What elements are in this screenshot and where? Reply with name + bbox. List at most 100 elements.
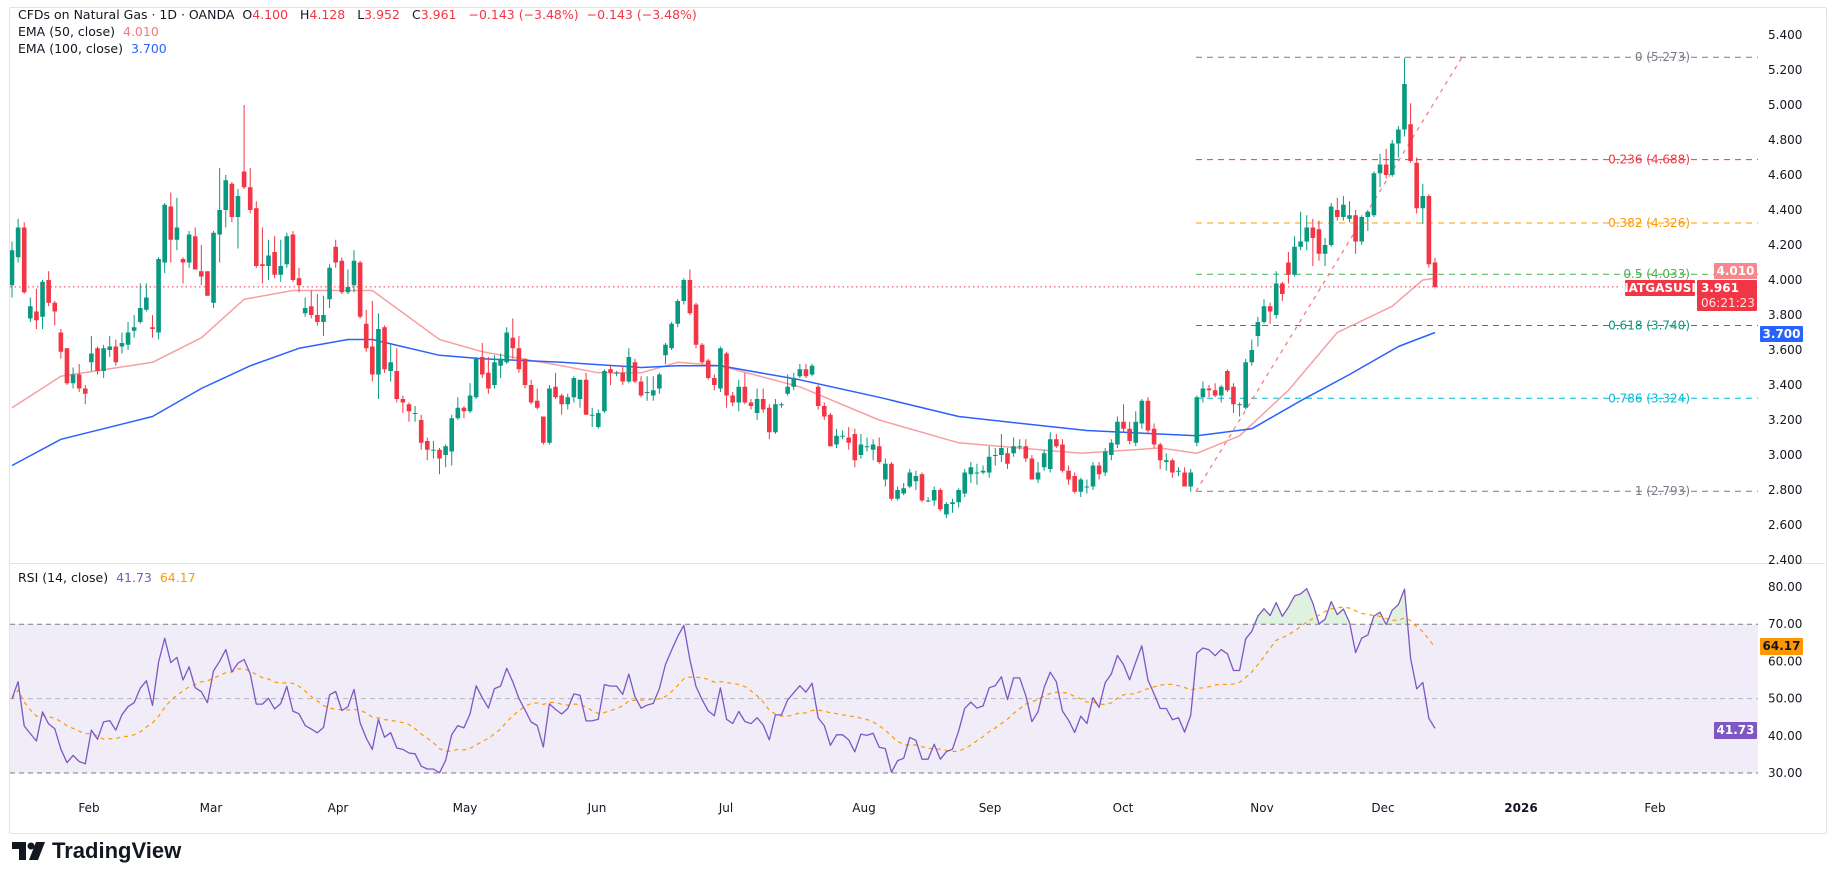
candle xyxy=(504,327,509,364)
candle-body xyxy=(418,420,424,443)
candle-body xyxy=(1127,428,1132,441)
candle-body xyxy=(156,259,161,333)
candle xyxy=(736,379,742,412)
candle-body xyxy=(125,332,131,345)
ema100-legend[interactable]: EMA (100, close) 3.700 xyxy=(18,41,171,56)
ema50-label: EMA (50, close) xyxy=(18,24,116,39)
candle-body xyxy=(199,271,204,277)
candle-body xyxy=(101,348,106,371)
candle-body xyxy=(644,392,650,393)
candle-body xyxy=(284,236,290,265)
candle-body xyxy=(1115,421,1120,445)
candle-body xyxy=(986,456,992,473)
rsi-axis-tick: 50.00 xyxy=(1768,692,1802,706)
candle-body xyxy=(1353,215,1358,242)
tradingview-logo[interactable]: TradingView xyxy=(12,838,181,864)
ema-100-line xyxy=(11,331,1436,467)
candle xyxy=(657,372,662,394)
candle-body xyxy=(785,386,790,394)
candle-body xyxy=(339,260,345,293)
fib-level-label: 0.236 (4.688) xyxy=(1608,153,1690,167)
candle-body xyxy=(1011,446,1016,454)
close-value: 3.961 xyxy=(420,7,457,22)
rsi-legend[interactable]: RSI (14, close) 41.73 64.17 xyxy=(18,570,200,585)
candle-body xyxy=(260,264,265,266)
candle-body xyxy=(82,388,88,394)
candle-body xyxy=(46,280,51,303)
candle xyxy=(290,231,296,282)
candle-body xyxy=(1090,465,1096,487)
candle-body xyxy=(1212,390,1218,396)
candle xyxy=(1060,439,1065,473)
candle xyxy=(1267,302,1273,324)
candle-body xyxy=(1060,444,1065,471)
symbol-title[interactable]: CFDs on Natural Gas · 1D · OANDA xyxy=(18,7,235,22)
candle xyxy=(1365,210,1371,231)
candle-body xyxy=(510,337,516,349)
candle xyxy=(620,365,626,385)
candle xyxy=(1432,257,1438,289)
price-axis-tick: 4.400 xyxy=(1768,203,1802,217)
candle-body xyxy=(1347,215,1352,219)
candle xyxy=(1347,201,1352,223)
candle-body xyxy=(1359,217,1365,242)
candle-body xyxy=(1273,283,1279,315)
candle xyxy=(883,458,888,487)
symbol-price-tag-text: NATGASUSD xyxy=(1619,281,1702,295)
candle xyxy=(760,388,766,413)
candle xyxy=(1084,479,1090,494)
candle xyxy=(986,446,992,478)
candle xyxy=(534,388,540,410)
candle-body xyxy=(333,246,338,263)
candle xyxy=(406,402,412,422)
candle xyxy=(1359,215,1365,245)
candle xyxy=(1243,358,1248,410)
candle-body xyxy=(742,386,748,403)
candle xyxy=(528,379,534,405)
candle xyxy=(583,372,589,415)
candle xyxy=(1023,439,1029,462)
last-price-tag-text: 3.961 xyxy=(1701,281,1739,295)
candle xyxy=(638,376,644,398)
candle xyxy=(150,315,155,338)
candle xyxy=(357,260,363,319)
candle-body xyxy=(296,278,302,286)
fib-level-label: 0.382 (4.326) xyxy=(1608,216,1690,230)
candle-body xyxy=(455,407,461,419)
candle xyxy=(974,463,980,485)
candle xyxy=(443,444,448,468)
candle xyxy=(1377,154,1383,188)
candle-body xyxy=(58,332,64,352)
candle-body xyxy=(547,388,552,443)
candle xyxy=(315,294,320,326)
candle-body xyxy=(345,287,351,293)
ema100-value: 3.700 xyxy=(130,41,167,56)
candle xyxy=(931,486,937,506)
candle xyxy=(925,497,931,503)
price-axis-tick: 5.000 xyxy=(1768,98,1802,112)
candle xyxy=(1041,449,1047,471)
candle-body xyxy=(34,311,39,321)
candle xyxy=(46,271,51,307)
change-value: −0.143 (−3.48%) xyxy=(468,7,579,22)
candle-body xyxy=(1316,229,1322,254)
candle xyxy=(247,168,253,214)
symbol-price-tag-bg xyxy=(1625,280,1695,296)
price-axis-tick: 2.800 xyxy=(1768,483,1802,497)
candle-body xyxy=(876,446,882,462)
candle xyxy=(1127,421,1132,445)
ema100-label: EMA (100, close) xyxy=(18,41,123,56)
candle xyxy=(137,283,143,324)
candle xyxy=(596,409,601,429)
candle-body xyxy=(64,348,70,384)
candle-body xyxy=(779,404,784,406)
candle-body xyxy=(950,502,955,504)
candle-body xyxy=(1310,227,1316,238)
candle-body xyxy=(498,358,503,366)
candle xyxy=(687,269,693,315)
candle-body xyxy=(107,346,113,350)
candle xyxy=(437,448,442,475)
ema50-legend[interactable]: EMA (50, close) 4.010 xyxy=(18,24,163,39)
time-axis-tick: Oct xyxy=(1113,801,1134,815)
